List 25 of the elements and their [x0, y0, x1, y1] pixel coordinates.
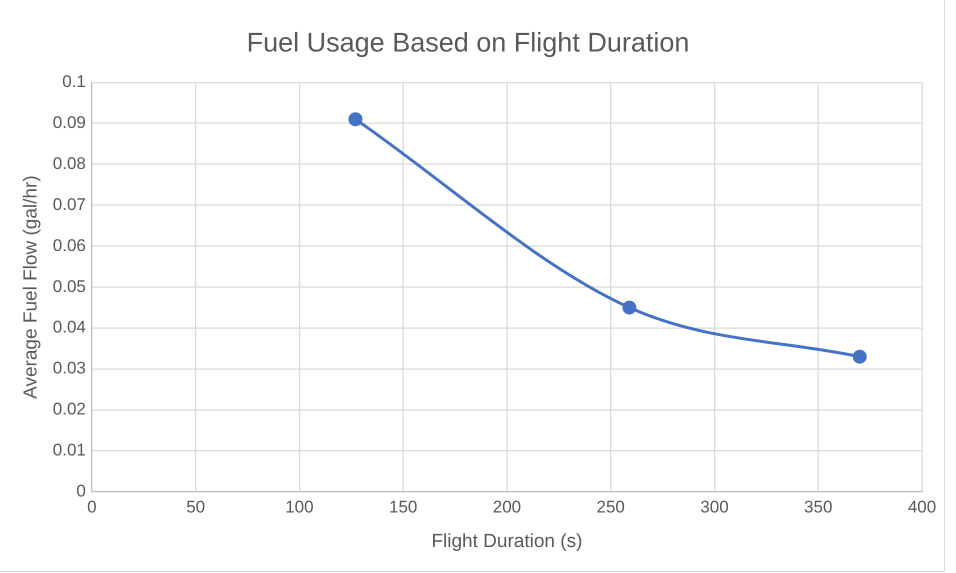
- point: [348, 112, 362, 126]
- y-tick-label: 0.07: [52, 194, 86, 214]
- y-tick-label: 0.01: [52, 440, 86, 460]
- y-axis-title: Average Fuel Flow (gal/hr): [20, 175, 42, 399]
- y-tick-label: 0: [76, 481, 86, 500]
- x-axis-title: Flight Duration (s): [431, 530, 582, 552]
- x-tick-label: 200: [492, 498, 522, 517]
- x-tick-label: 350: [804, 498, 832, 517]
- y-tick-label: 0.09: [52, 113, 86, 132]
- y-tick-label: 0.03: [52, 358, 86, 378]
- x-tick-label: 300: [700, 498, 729, 517]
- y-tick-label: 0.08: [52, 154, 86, 173]
- y-tick-label: 0.1: [62, 72, 86, 92]
- point: [622, 300, 636, 315]
- y-tick-label: 0.05: [52, 276, 86, 296]
- point: [852, 350, 867, 364]
- x-tick-label: 100: [285, 498, 314, 517]
- chart-title: Fuel Usage Based on Flight Duration: [246, 28, 690, 58]
- x-tick-label: 150: [388, 498, 418, 517]
- y-tick-label: 0.02: [52, 400, 86, 419]
- x-tick-label: 50: [186, 498, 206, 517]
- y-tick-label: 0.06: [52, 236, 86, 255]
- y-tick-label: 0.04: [52, 318, 86, 337]
- x-tick-label: 250: [596, 498, 625, 517]
- x-tick-label: 400: [908, 498, 936, 517]
